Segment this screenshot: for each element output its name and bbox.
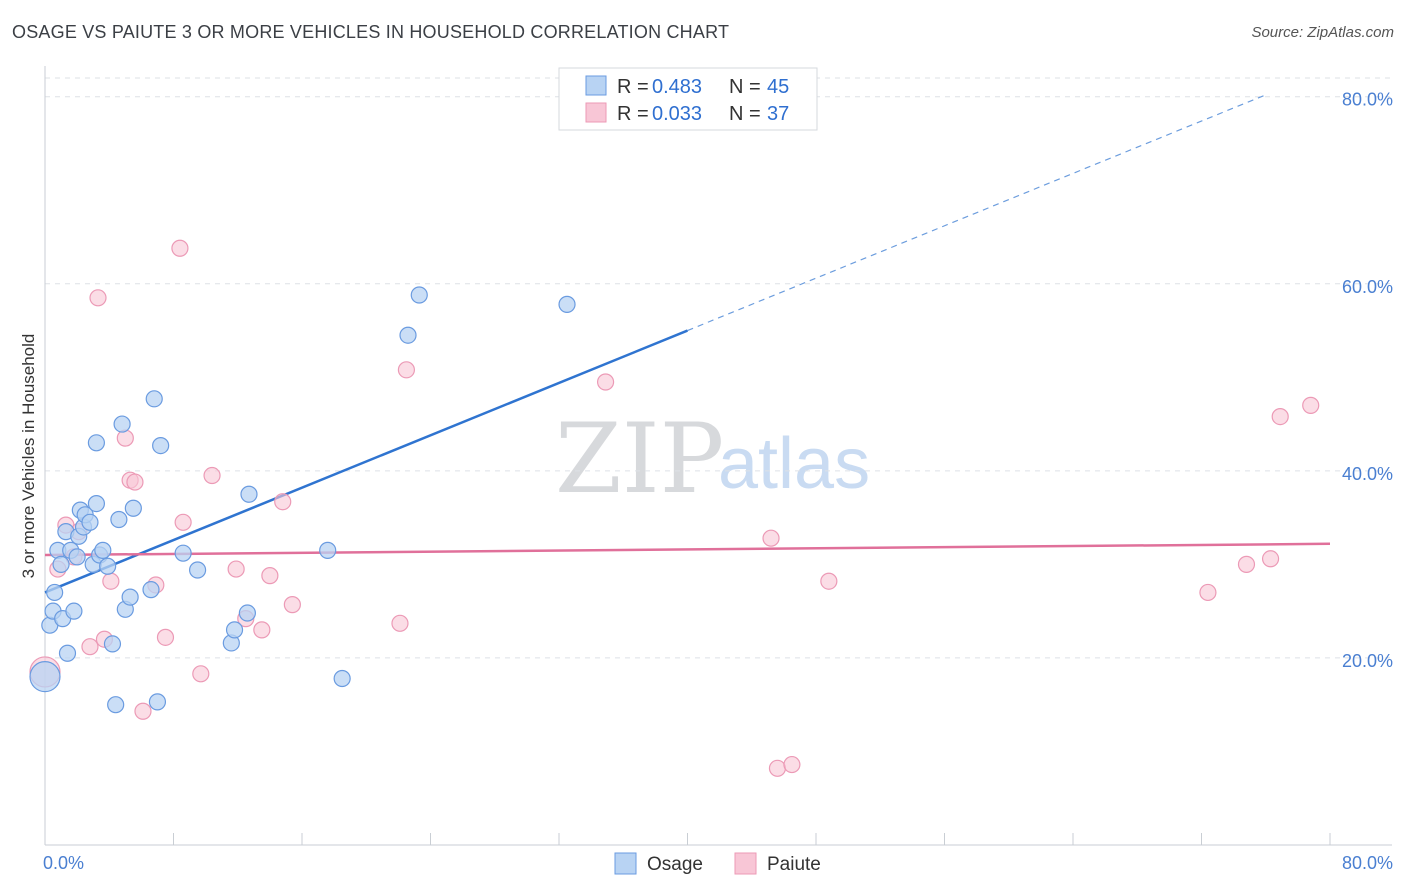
- data-point-paiute-14: [156, 628, 175, 646]
- data-point-osage-30: [142, 581, 160, 599]
- data-point-osage-43: [410, 286, 428, 304]
- data-point-paiute-19: [227, 560, 245, 578]
- data-point-osage-44: [558, 295, 576, 313]
- data-point-osage-41: [333, 669, 351, 688]
- data-point-paiute-15: [171, 239, 189, 257]
- data-point-paiute-9: [116, 429, 134, 447]
- legend-paiute-n-value: 37: [767, 103, 789, 125]
- data-point-paiute-34: [1261, 550, 1280, 568]
- data-point-osage-39: [240, 485, 258, 503]
- data-point-paiute-12: [134, 702, 152, 720]
- axes: 20.0% 40.0% 60.0% 80.0% 0.0% 80.0%: [43, 66, 1393, 873]
- data-point-paiute-36: [1302, 396, 1320, 414]
- series-legend: Osage Paiute: [614, 852, 821, 875]
- data-point-paiute-29: [768, 759, 787, 777]
- legend-paiute-r-value: 0.033: [652, 103, 702, 125]
- trend-line-osage-extension: [687, 94, 1266, 332]
- data-point-osage-37: [225, 621, 244, 639]
- data-point-paiute-5: [81, 638, 99, 656]
- data-point-paiute-26: [397, 361, 416, 379]
- data-point-paiute-8: [102, 572, 120, 590]
- bottom-legend-paiute: Paiute: [767, 854, 821, 875]
- legend-osage-n-value: 45: [767, 76, 789, 98]
- data-point-osage-21: [94, 541, 112, 559]
- correlation-legend: R = 0.483 N = 45 R = 0.033 N = 37: [558, 67, 818, 131]
- data-point-paiute-28: [762, 529, 780, 547]
- data-point-osage-23: [103, 635, 122, 653]
- trend-lines: [44, 94, 1331, 594]
- data-point-paiute-6: [89, 289, 107, 307]
- source-label: Source: ZipAtlas.com: [1251, 24, 1394, 41]
- bottom-legend-osage: Osage: [647, 854, 703, 875]
- data-point-paiute-18: [203, 466, 221, 485]
- data-point-paiute-25: [391, 614, 409, 632]
- data-point-paiute-23: [274, 493, 292, 511]
- data-point-osage-28: [121, 588, 139, 606]
- data-point-paiute-35: [1271, 408, 1289, 426]
- data-point-osage-11: [68, 548, 86, 566]
- watermark-zip: ZIP: [555, 403, 724, 515]
- data-point-osage-24: [107, 696, 125, 714]
- legend-paiute-n-label: N =: [729, 103, 761, 125]
- y-tick-label-40: 40.0%: [1342, 464, 1393, 484]
- data-point-paiute-30: [783, 755, 801, 774]
- bottom-legend-swatch-paiute: [734, 852, 757, 875]
- legend-osage-r-label: R =: [617, 76, 649, 98]
- y-tick-label-60: 60.0%: [1342, 277, 1393, 297]
- y-tick-label-20: 20.0%: [1342, 651, 1393, 671]
- trend-line-paiute: [44, 542, 1331, 557]
- data-point-osage-8: [58, 644, 77, 662]
- data-point-osage-26: [113, 415, 131, 433]
- legend-paiute-r-label: R =: [617, 103, 649, 125]
- data-point-osage-32: [148, 693, 167, 711]
- data-point-paiute-17: [192, 665, 210, 683]
- legend-swatch-paiute: [585, 102, 607, 123]
- legend-swatch-osage: [585, 75, 607, 96]
- trend-line-osage: [44, 329, 688, 594]
- data-point-paiute-21: [253, 621, 271, 639]
- data-point-paiute-16: [174, 513, 192, 531]
- data-point-osage-31: [145, 390, 163, 408]
- gridlines: [45, 77, 1392, 659]
- data-point-osage-35: [188, 561, 207, 579]
- data-point-paiute-22: [261, 567, 279, 585]
- data-point-osage-10: [65, 602, 83, 620]
- data-point-paiute-24: [283, 596, 301, 614]
- data-point-paiute-11: [126, 473, 144, 491]
- data-point-osage-33: [152, 436, 170, 455]
- watermark-atlas: atlas: [718, 424, 870, 504]
- legend-osage-r-value: 0.483: [652, 76, 702, 98]
- data-point-osage-19: [87, 434, 106, 452]
- data-point-paiute-27: [596, 373, 615, 391]
- data-point-osage-40: [319, 541, 337, 559]
- data-point-paiute-31: [820, 572, 838, 590]
- data-point-osage-29: [124, 499, 142, 517]
- data-point-osage-25: [110, 510, 128, 529]
- data-points: [29, 239, 1320, 777]
- bottom-legend-swatch-osage: [614, 852, 637, 875]
- data-point-paiute-33: [1237, 555, 1256, 573]
- x-tick-label-left: 0.0%: [43, 853, 84, 873]
- y-axis-label: 3 or more Vehicles in Household: [19, 334, 38, 579]
- legend-osage-n-label: N =: [729, 76, 761, 98]
- x-tick-label-right: 80.0%: [1342, 853, 1393, 873]
- data-point-osage-22: [99, 557, 117, 575]
- data-point-osage-3: [46, 583, 64, 602]
- data-point-osage-34: [174, 544, 192, 562]
- data-point-osage-38: [238, 604, 256, 622]
- data-point-paiute-32: [1199, 583, 1217, 602]
- data-point-osage-16: [81, 513, 99, 531]
- data-point-osage-42: [399, 326, 417, 344]
- chart-title: OSAGE VS PAIUTE 3 OR MORE VEHICLES IN HO…: [12, 22, 730, 42]
- y-tick-label-80: 80.0%: [1342, 90, 1393, 110]
- data-point-osage-5: [52, 555, 70, 573]
- data-point-osage-0: [29, 661, 61, 693]
- data-point-osage-18: [87, 494, 106, 513]
